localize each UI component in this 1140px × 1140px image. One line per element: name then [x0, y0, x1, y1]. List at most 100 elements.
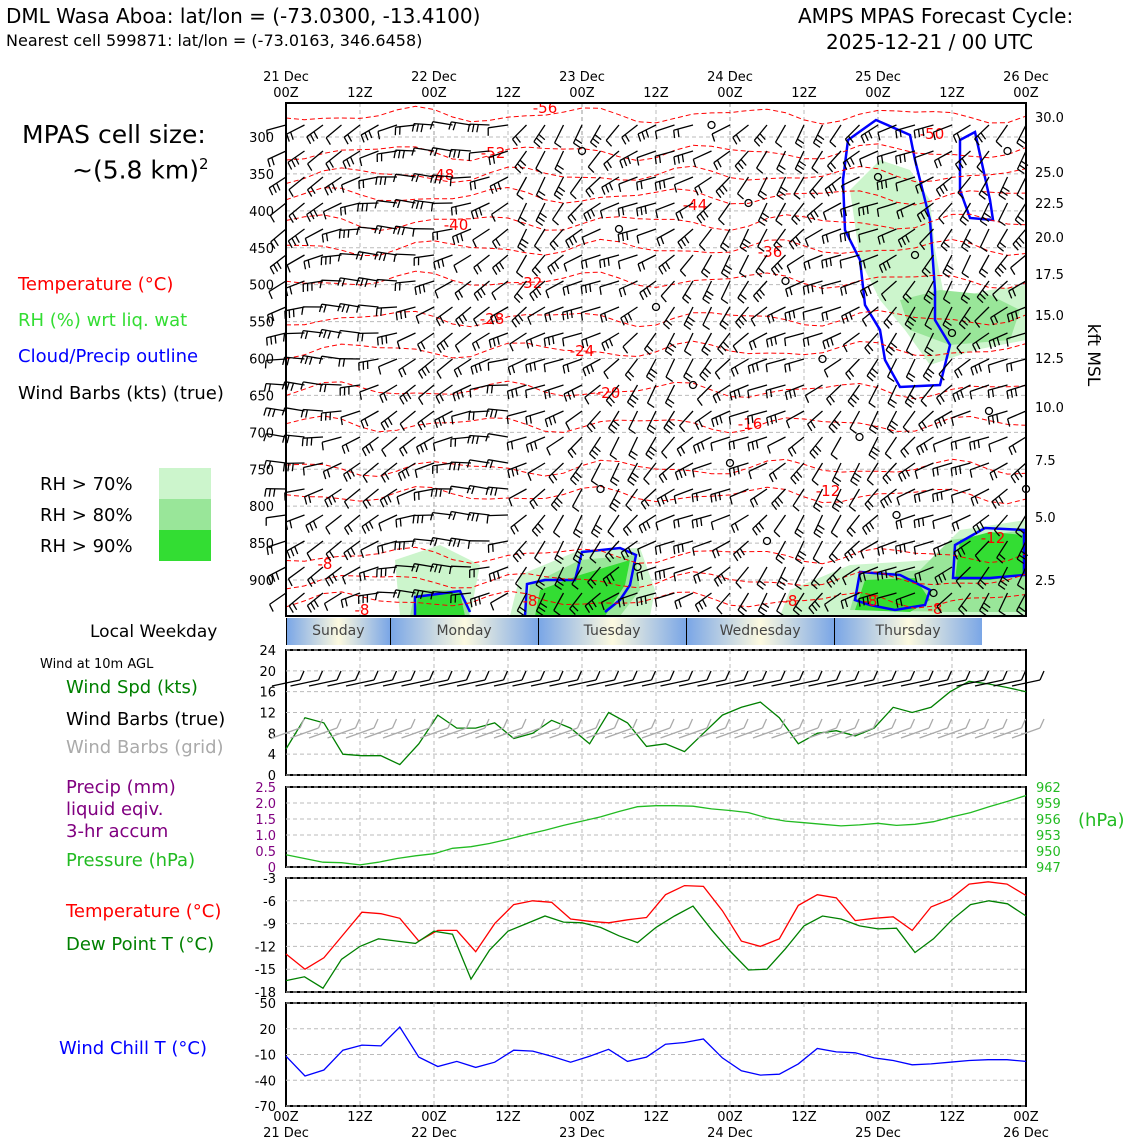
wind-barb-flag — [529, 363, 532, 372]
wind-barb-flag — [1008, 447, 1013, 456]
wind-barb-flag — [385, 335, 388, 344]
wind-barb-flag — [906, 376, 914, 383]
wind-barb-flag — [511, 320, 518, 328]
wind-barb — [562, 358, 583, 367]
wind-barb-flag — [381, 336, 384, 345]
wind-barb-flag — [907, 372, 916, 379]
wind-barb — [571, 566, 583, 585]
wind-barb-flag — [658, 545, 662, 554]
wind-barb-flag — [679, 269, 687, 277]
wind-barb — [582, 228, 601, 238]
wind-barb-flag — [325, 163, 331, 171]
wind-barb-flag — [286, 133, 290, 142]
wind-barb — [843, 332, 860, 346]
wind-barb-flag — [847, 135, 854, 143]
wind-barb-flag — [680, 446, 686, 454]
wind-barb-flag — [998, 610, 1007, 617]
wind-barb-flag — [281, 407, 286, 416]
wind-barb-flag — [568, 237, 574, 246]
wind-barb-flag — [434, 419, 439, 429]
top-date-tick: 25 Dec — [855, 70, 901, 85]
wind-barb-flag — [517, 220, 525, 227]
wind-barb-flag — [862, 207, 865, 216]
wind-barb-flag — [776, 584, 785, 591]
wind-barb-flag — [474, 364, 478, 373]
wind-barb-flag — [922, 375, 931, 382]
wind-barb — [637, 540, 657, 550]
wind-barb — [766, 332, 786, 341]
wind-barb — [896, 488, 916, 499]
wind-barb-flag — [673, 156, 676, 165]
wind-barb — [794, 124, 805, 144]
wind-barb-flag — [272, 185, 277, 193]
wind-barb-flag — [811, 167, 819, 174]
wind-barb-flag — [751, 364, 755, 373]
wind-barb — [859, 254, 879, 263]
wind-barb — [849, 410, 861, 429]
wind-barb-flag — [550, 264, 556, 272]
wind-barb-flag — [452, 512, 457, 521]
wind-barb — [398, 358, 416, 371]
wind-barb-flag — [432, 443, 436, 452]
wind-barb — [565, 228, 583, 242]
wind-barb-flag — [974, 138, 980, 146]
wind-barb — [655, 540, 675, 548]
wind-barb-flag — [488, 339, 492, 348]
wind-barb — [609, 488, 620, 508]
wind-barb-flag — [527, 317, 532, 325]
wind-barb — [974, 124, 990, 140]
wind-barb — [285, 280, 305, 289]
wind-barb — [618, 228, 638, 235]
wind-barb — [993, 514, 1008, 531]
wind-barb-flag — [884, 453, 892, 460]
wind-barb-flag — [306, 189, 313, 197]
wind-barb-flag — [733, 390, 737, 399]
wind-barb-flag — [603, 371, 609, 380]
wind-barb — [535, 150, 546, 169]
wind-barb-flag — [607, 531, 615, 538]
wind-barb — [622, 332, 638, 348]
top-time-tick: 12Z — [791, 86, 817, 101]
wind-barb-flag — [655, 522, 659, 531]
wind-barb-flag — [322, 471, 327, 480]
wind-barb — [961, 254, 972, 274]
wind-barb-flag — [717, 576, 723, 585]
wind-barb — [584, 384, 601, 398]
wind-barb-flag — [1017, 584, 1025, 591]
wind-barb-flag — [458, 316, 464, 325]
wind-barb-flag — [359, 391, 363, 400]
wind-barb-flag — [312, 520, 318, 529]
wind-barb-flag — [810, 583, 818, 590]
wind-barb — [581, 254, 601, 262]
wind-barb — [533, 124, 546, 143]
wind-barb — [599, 280, 620, 288]
wind-barb-flag — [1015, 240, 1022, 248]
wind-barb-flag — [599, 260, 602, 269]
wind-barb-flag — [589, 422, 596, 430]
wind-barb-flag — [974, 495, 979, 504]
wind-barb — [734, 150, 749, 167]
wind-barb-flag — [377, 546, 380, 555]
wind-barb-flag — [654, 182, 658, 191]
wind-barb-flag — [665, 261, 671, 270]
wind-barb-flag — [674, 472, 679, 481]
wind-barb — [585, 176, 601, 192]
wind-barb-flag — [765, 364, 768, 373]
wind-barb-flag — [562, 338, 565, 347]
pressure-tick: 350 — [249, 168, 274, 183]
wind-barb — [696, 202, 712, 218]
pressure-tick: 400 — [249, 205, 274, 220]
wind-barb-flag — [473, 267, 479, 275]
wind-barb — [747, 384, 768, 392]
wind-barb — [417, 410, 435, 424]
wind-barb — [774, 124, 787, 143]
wind-barb — [436, 332, 453, 347]
wind-barb-flag — [839, 260, 842, 269]
wind-barb-flag — [453, 265, 458, 274]
forecast-cycle-date: 2025-12-21 / 00 UTC — [826, 30, 1034, 54]
wind-barb-flag — [492, 155, 496, 164]
wind-barb — [455, 306, 472, 321]
wind-barb-flag — [1016, 610, 1024, 616]
wind-barb — [859, 150, 879, 160]
wind-barb — [618, 176, 638, 185]
